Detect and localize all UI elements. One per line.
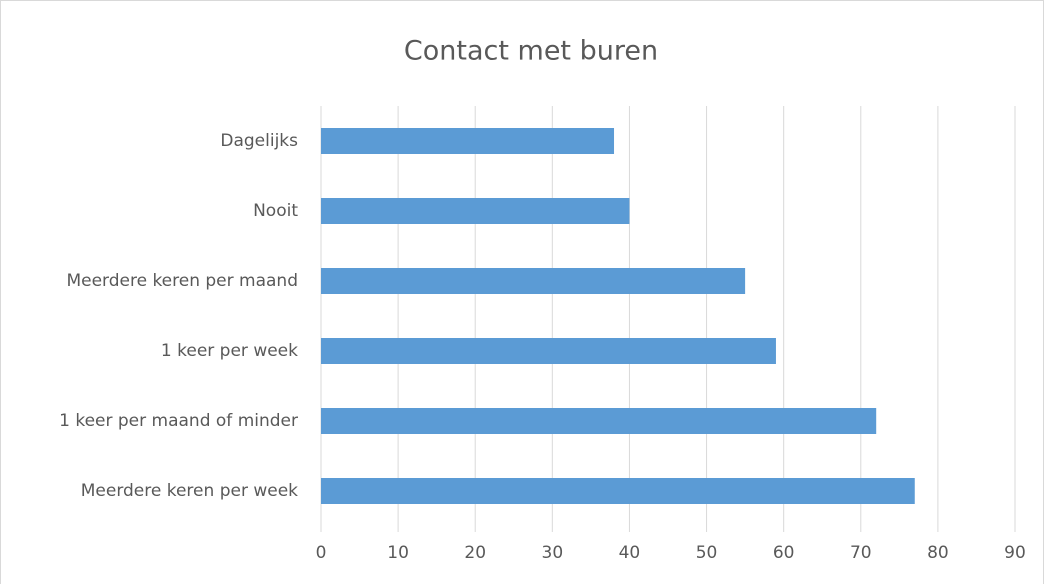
x-tick-label: 60 — [773, 543, 795, 563]
y-tick-label: Nooit — [253, 201, 298, 221]
x-tick-label: 0 — [316, 543, 327, 563]
x-tick-label: 30 — [542, 543, 564, 563]
bar — [321, 128, 615, 154]
chart-title: Contact met buren — [404, 36, 658, 67]
y-tick-label: 1 keer per week — [161, 341, 298, 361]
bar — [321, 338, 776, 364]
y-tick-label: 1 keer per maand of minder — [59, 411, 298, 431]
x-tick-label: 80 — [927, 543, 949, 563]
x-tick-label: 90 — [1004, 543, 1026, 563]
y-tick-label: Meerdere keren per maand — [66, 271, 298, 291]
x-tick-label: 70 — [850, 543, 872, 563]
x-tick-label: 50 — [696, 543, 718, 563]
y-tick-label: Meerdere keren per week — [81, 481, 298, 501]
x-tick-label: 20 — [464, 543, 486, 563]
bar — [321, 478, 915, 504]
x-tick-label: 40 — [619, 543, 641, 563]
x-tick-label: 10 — [387, 543, 409, 563]
bar — [321, 268, 746, 294]
bar — [321, 408, 877, 434]
bar — [321, 198, 630, 224]
y-tick-label: Dagelijks — [220, 131, 298, 151]
